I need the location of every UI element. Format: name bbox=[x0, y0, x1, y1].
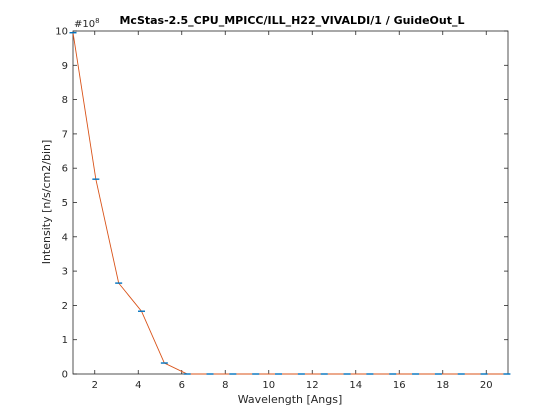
x-tick-label: 10 bbox=[262, 380, 275, 391]
y-tick-label: 10 bbox=[55, 27, 68, 38]
plot-box bbox=[72, 30, 509, 375]
y-tick-label: 7 bbox=[62, 129, 68, 140]
x-tick-label: 18 bbox=[436, 380, 449, 391]
series-layer bbox=[69, 32, 511, 375]
x-tick-label: 6 bbox=[179, 380, 185, 391]
y-exponent-label: #108 bbox=[74, 17, 100, 30]
plot-frame bbox=[72, 30, 509, 375]
x-axis: 2 4 6 8 10 12 14 16 18 20 bbox=[92, 31, 493, 391]
series-line bbox=[72, 32, 507, 375]
x-tick-label: 20 bbox=[480, 380, 493, 391]
y-tick-label: 9 bbox=[62, 61, 68, 72]
y-axis: 0 1 2 3 4 5 6 7 8 9 10 bbox=[55, 27, 508, 381]
y-tick-label: 1 bbox=[62, 335, 68, 346]
x-tick-label: 14 bbox=[349, 380, 362, 391]
x-tick-label: 16 bbox=[393, 380, 406, 391]
y-axis-label: Intensity [n/s/cm2/bin] bbox=[40, 140, 53, 265]
y-tick-label: 2 bbox=[62, 301, 68, 312]
y-tick-label: 8 bbox=[62, 95, 68, 106]
x-tick-label: 12 bbox=[306, 380, 319, 391]
x-tick-label: 8 bbox=[222, 380, 228, 391]
x-tick-label: 2 bbox=[92, 380, 98, 391]
y-tick-label: 6 bbox=[62, 164, 68, 175]
y-tick-label: 4 bbox=[62, 232, 68, 243]
y-tick-label: 3 bbox=[62, 267, 68, 278]
x-axis-label: Wavelength [Angs] bbox=[238, 393, 343, 406]
chart-title: McStas-2.5_CPU_MPICC/ILL_H22_VIVALDI/1 /… bbox=[119, 14, 464, 27]
y-tick-label: 0 bbox=[62, 370, 68, 381]
y-tick-label: 5 bbox=[62, 198, 68, 209]
x-tick-label: 4 bbox=[135, 380, 141, 391]
